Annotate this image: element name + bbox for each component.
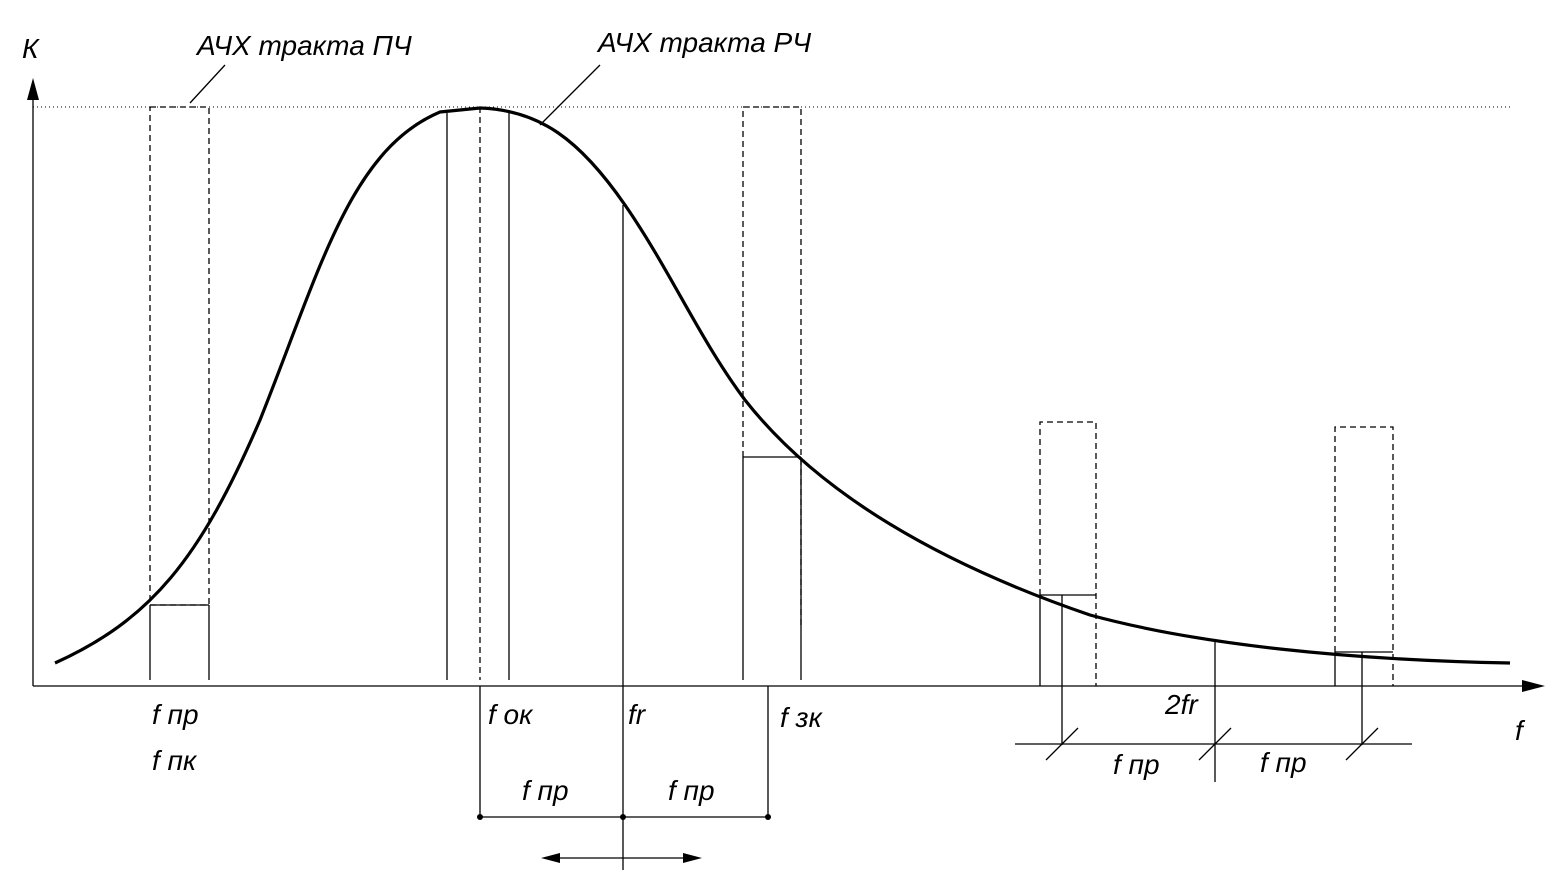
curve-label: АЧХ тракта РЧ	[596, 27, 811, 58]
freq-label: f зк	[780, 702, 824, 733]
harmonic-level	[1334, 651, 1393, 745]
freq-label: 2fr	[1164, 689, 1199, 720]
x-arrow	[1522, 680, 1545, 692]
span-label: f пр	[668, 775, 715, 806]
arrow-head	[683, 853, 702, 863]
leader	[539, 64, 601, 126]
image-level	[742, 456, 802, 680]
y-arrow	[27, 78, 39, 100]
freq-label: fr	[628, 699, 647, 730]
image-box	[742, 106, 802, 625]
freq-label: f пк	[152, 745, 198, 776]
if-level	[149, 604, 210, 680]
leader	[189, 64, 226, 104]
span-label: f пр	[1260, 747, 1307, 778]
span-label: f пр	[522, 775, 569, 806]
arrow-head	[541, 853, 560, 863]
if-box-solid	[446, 110, 510, 680]
rf-curve	[54, 106, 1511, 665]
x-label: f	[1515, 715, 1526, 746]
harmonic-level	[1039, 594, 1096, 745]
y-label: К	[22, 33, 40, 64]
harmonic-box	[1334, 426, 1394, 686]
dot	[477, 814, 483, 820]
tick	[1045, 727, 1379, 761]
span-label: f пр	[1113, 749, 1160, 780]
harmonic-box	[1039, 421, 1097, 686]
freq-label: f ок	[488, 699, 534, 730]
dot	[620, 814, 626, 820]
curve-label: АЧХ тракта ПЧ	[195, 30, 412, 61]
if-box	[149, 106, 210, 606]
freq-label: f пр	[152, 699, 199, 730]
dot	[765, 814, 771, 820]
